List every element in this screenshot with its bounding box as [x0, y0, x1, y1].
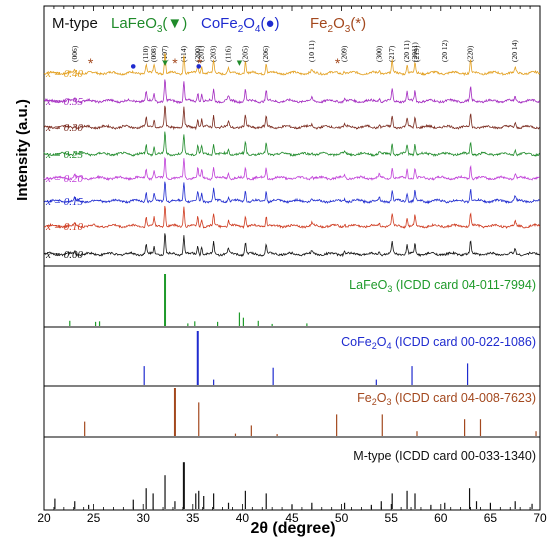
- x-tick-label: 25: [87, 511, 101, 525]
- reference-panels: LaFeO3 (ICDD card 04-011-7994) CoFe2O4 (I…: [54, 274, 537, 509]
- hkl-label: (110): [141, 46, 150, 62]
- pattern-line: [43, 105, 540, 131]
- legend-m-type: M-type: [52, 15, 98, 32]
- pattern-line: [43, 181, 541, 205]
- x-tick-label: 70: [533, 511, 547, 525]
- fe2o3-marker: *: [335, 55, 341, 71]
- pattern-line: [43, 156, 540, 182]
- series-label: x = 0.25: [45, 149, 84, 161]
- hkl-label: (219): [412, 45, 421, 62]
- fe2o3-marker: *: [197, 55, 203, 71]
- x-tick-label: 30: [137, 511, 151, 525]
- hkl-label: (006): [70, 45, 79, 62]
- hkl-label: (114): [179, 46, 188, 62]
- fe2o3-marker: *: [172, 55, 178, 71]
- hkl-label: (203): [209, 45, 218, 62]
- panel-frames: [43, 5, 541, 511]
- x-axis-ticks: 20 25 30 35 40 45 50 55 60 65 70: [37, 504, 547, 525]
- hkl-label: (220): [466, 45, 475, 62]
- diffraction-patterns: x = 0.40 x = 0.35 x = 0.30 x = 0.25 x = 0.20…: [43, 52, 541, 261]
- pattern-line: [43, 233, 540, 258]
- hkl-label: (217): [387, 45, 396, 62]
- pattern-line: [43, 205, 541, 230]
- y-axis-title: Intensity (a.u.): [14, 99, 31, 201]
- x-tick-label: 45: [285, 511, 299, 525]
- series-label: x = 0.35: [45, 96, 84, 108]
- series-label: x = 0.40: [45, 68, 84, 80]
- hkl-label: (200): [193, 45, 202, 62]
- hkl-label: (20 11): [402, 40, 411, 62]
- x-axis-title: 2θ (degree): [250, 520, 335, 537]
- series-label: x = 0.00: [45, 249, 84, 261]
- panel-frame: [43, 436, 541, 511]
- legend: M-type LaFeO3(▼) CoFe2O4(●) Fe2O3(*): [52, 15, 366, 35]
- hkl-labels: (006) (110)(008) (107) (114) (200)(201) (203)…: [70, 40, 519, 62]
- pattern-line: [43, 79, 541, 105]
- lafeo3-marker: ▼: [162, 59, 168, 67]
- hkl-label: (20 12): [440, 40, 449, 62]
- pattern-line: [43, 131, 540, 158]
- x-tick-label: 55: [385, 511, 399, 525]
- x-tick-label: 20: [37, 511, 51, 525]
- hkl-label: (20 14): [510, 40, 519, 62]
- hkl-label: (206): [261, 45, 270, 62]
- hkl-label: (209): [340, 45, 349, 62]
- hkl-label: (205): [240, 45, 249, 62]
- legend-cofe2o4: CoFe2O4(●): [201, 15, 280, 35]
- panel-frame: [43, 265, 541, 328]
- fe2o3-marker: *: [88, 55, 94, 71]
- x-tick-label: 40: [236, 511, 250, 525]
- x-tick-label: 65: [484, 511, 498, 525]
- hkl-label: (10 11): [307, 40, 316, 62]
- series-label: x = 0.15: [45, 196, 84, 208]
- series-label: x = 0.30: [45, 122, 84, 134]
- pattern-line: [43, 52, 541, 77]
- x-tick-label: 35: [186, 511, 200, 525]
- series-label: x = 0.20: [45, 173, 84, 185]
- reference-label: CoFe2O4 (ICDD card 00-022-1086): [341, 335, 536, 351]
- x-tick-label: 50: [335, 511, 349, 525]
- phase-markers: * * * *● ●▼ ▼: [88, 55, 341, 71]
- reference-label: Fe2O3 (ICDD card 04-008-7623): [357, 391, 536, 407]
- hkl-label: (008): [149, 45, 158, 62]
- cofe2o4-marker: ●: [131, 63, 136, 70]
- series-label: x = 0.10: [45, 221, 84, 233]
- reference-label: M-type (ICDD card 00-033-1340): [353, 449, 536, 463]
- hkl-label: (201): [197, 45, 206, 62]
- lafeo3-marker: ▼: [237, 59, 243, 67]
- hkl-label: (300): [374, 45, 383, 62]
- hkl-label: (2011): [410, 42, 419, 62]
- legend-fe2o3: Fe2O3(*): [310, 15, 366, 35]
- cofe2o4-marker: ●: [196, 63, 201, 70]
- legend-lafeo3: LaFeO3(▼): [111, 15, 187, 35]
- hkl-label: (116): [224, 46, 233, 62]
- reference-label: LaFeO3 (ICDD card 04-011-7994): [349, 278, 536, 294]
- x-tick-label: 60: [434, 511, 448, 525]
